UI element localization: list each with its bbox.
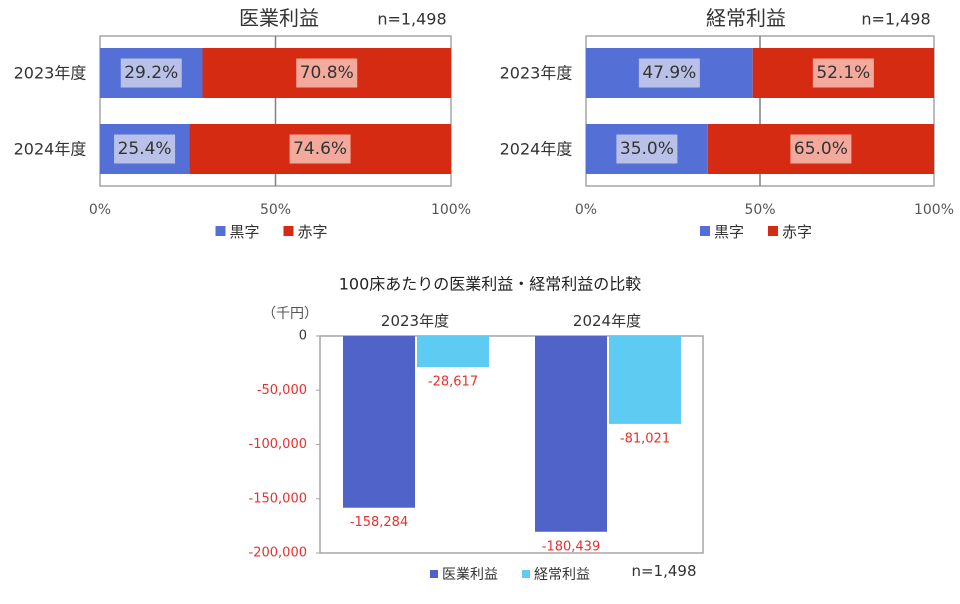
category-label: 2024年度	[500, 140, 573, 159]
data-label-group: 35.0%	[616, 134, 678, 164]
data-label: 52.1%	[816, 63, 870, 83]
legend-swatch	[700, 226, 710, 236]
y-tick-label: -150,000	[249, 491, 307, 506]
sample-size-note: n=1,498	[377, 10, 446, 29]
x-tick-label: 50%	[744, 202, 775, 218]
x-tick-label: 50%	[260, 202, 291, 218]
data-label-bg	[289, 134, 351, 164]
data-label: 25.4%	[118, 139, 172, 159]
data-label-group: 47.9%	[638, 58, 700, 88]
legend-swatch	[215, 226, 226, 236]
legend-label: 赤字	[782, 223, 812, 241]
category-label: 2023年度	[381, 312, 449, 330]
legend-label: 医業利益	[442, 567, 498, 583]
legend-swatch	[522, 570, 530, 578]
data-label-group: 65.0%	[790, 134, 852, 164]
y-tick-label: -200,000	[249, 546, 307, 561]
legend-label: 経常利益	[534, 567, 590, 583]
data-label-bg	[616, 134, 678, 164]
bar-operating-profit	[535, 336, 607, 532]
legend-swatch	[430, 570, 438, 578]
legend-label: 黒字	[230, 223, 260, 241]
sample-size-note: n=1,498	[631, 562, 696, 580]
data-label-bg	[638, 58, 700, 88]
sample-size-note: n=1,498	[861, 10, 930, 29]
data-label: 47.9%	[642, 63, 696, 83]
chart-title: 医業利益	[239, 6, 319, 30]
y-axis-unit: （千円）	[262, 306, 318, 322]
data-label-group: 25.4%	[114, 134, 176, 164]
chart-title: 経常利益	[706, 6, 786, 30]
legend-label: 黒字	[714, 223, 744, 241]
category-label: 2023年度	[14, 64, 87, 83]
x-tick-label: 100%	[914, 202, 954, 218]
y-tick-label: 0	[299, 329, 307, 344]
data-label-group: 70.8%	[296, 58, 358, 88]
data-label: 74.6%	[293, 139, 347, 159]
x-tick-label: 100%	[431, 202, 471, 218]
data-label: -28,617	[428, 375, 478, 390]
data-label-bg	[120, 58, 182, 88]
bar-ordinary-profit	[417, 336, 489, 368]
data-label: -180,439	[542, 539, 600, 554]
legend-swatch	[283, 226, 294, 236]
category-label: 2023年度	[500, 64, 573, 83]
data-label: 70.8%	[300, 63, 354, 83]
data-label-bg	[296, 58, 358, 88]
y-tick-label: -100,000	[249, 437, 307, 452]
data-label-group: 74.6%	[289, 134, 351, 164]
data-label: -81,021	[620, 431, 670, 446]
x-tick-label: 0%	[575, 202, 597, 218]
category-label: 2024年度	[573, 312, 641, 330]
data-label-bg	[114, 134, 176, 164]
data-label: 29.2%	[124, 63, 178, 83]
data-label-bg	[790, 134, 852, 164]
data-label: 35.0%	[620, 139, 674, 159]
legend-label: 赤字	[298, 223, 328, 241]
bar-operating-profit	[343, 336, 415, 508]
legend-swatch	[768, 226, 778, 236]
y-tick-label: -50,000	[257, 383, 307, 398]
category-label: 2024年度	[14, 140, 87, 159]
x-tick-label: 0%	[89, 202, 111, 218]
data-label-bg	[812, 58, 874, 88]
data-label-group: 52.1%	[812, 58, 874, 88]
data-label-group: 29.2%	[120, 58, 182, 88]
bar-ordinary-profit	[609, 336, 681, 424]
data-label: 65.0%	[794, 139, 848, 159]
chart-title: 100床あたりの医業利益・経常利益の比較	[339, 275, 642, 294]
data-label: -158,284	[350, 515, 408, 530]
